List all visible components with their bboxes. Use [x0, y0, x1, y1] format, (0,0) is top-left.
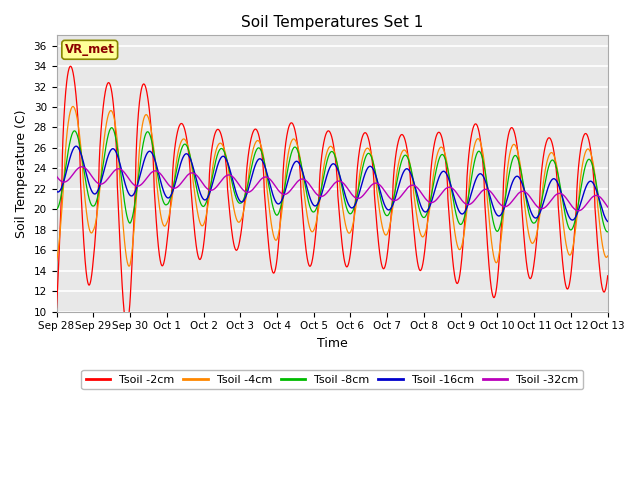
X-axis label: Time: Time [317, 337, 348, 350]
Legend: Tsoil -2cm, Tsoil -4cm, Tsoil -8cm, Tsoil -16cm, Tsoil -32cm: Tsoil -2cm, Tsoil -4cm, Tsoil -8cm, Tsoi… [81, 370, 583, 389]
Text: VR_met: VR_met [65, 43, 115, 56]
Title: Soil Temperatures Set 1: Soil Temperatures Set 1 [241, 15, 423, 30]
Y-axis label: Soil Temperature (C): Soil Temperature (C) [15, 109, 28, 238]
